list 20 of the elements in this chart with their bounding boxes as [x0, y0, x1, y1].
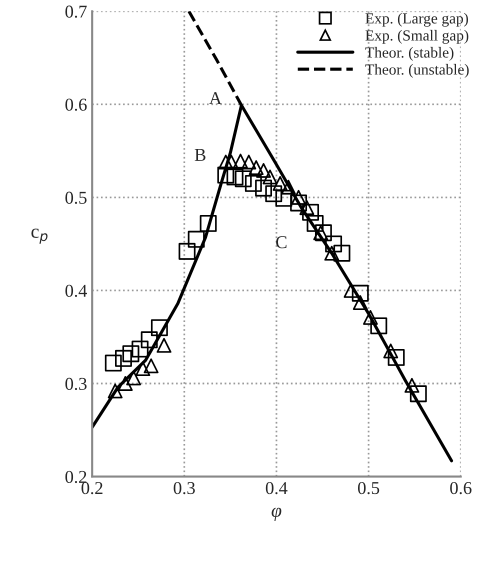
annotation: B — [194, 149, 206, 161]
legend-label: Theor. (stable) — [365, 46, 454, 61]
x-tick-label: 0.3 — [174, 482, 195, 494]
legend-label: Exp. (Small gap) — [365, 30, 468, 44]
x-axis-title: φ — [272, 508, 282, 522]
y-axis-title: c$_{p}$ — [31, 228, 48, 244]
y-tick-label: 0.6 — [65, 98, 87, 111]
y-tick-label: 0.3 — [65, 378, 87, 390]
y-tick-label: 0.5 — [65, 192, 87, 204]
y-tick-label: 0.7 — [65, 6, 87, 18]
y-tick-label: 0.2 — [65, 470, 86, 484]
x-tick-label: 0.2 — [82, 482, 102, 494]
legend-label: Exp. (Large gap) — [365, 12, 468, 27]
x-tick-label: 0.5 — [358, 482, 380, 494]
annotation: A — [209, 92, 222, 104]
legend-label: Theor. (unstable) — [365, 64, 469, 78]
x-tick-label: 0.4 — [266, 482, 288, 494]
annotation: C — [276, 236, 286, 248]
y-tick-label: 0.4 — [65, 284, 88, 297]
x-tick-label: 0.6 — [450, 482, 472, 494]
